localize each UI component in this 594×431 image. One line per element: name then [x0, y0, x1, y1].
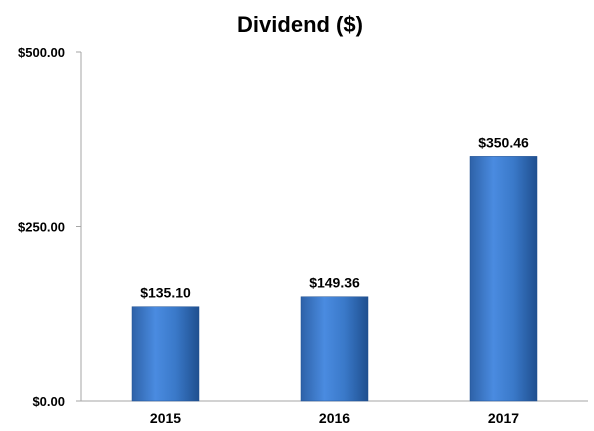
bar-series [131, 156, 538, 402]
data-label-2016: $149.36 [309, 275, 360, 291]
bar-2016 [300, 296, 369, 402]
data-label-2017: $350.46 [478, 134, 529, 150]
data-labels: $135.10 $149.36 $350.46 [140, 134, 529, 300]
y-tick-label: $500.00 [18, 45, 65, 60]
y-axis-ticks: $0.00 $250.00 $500.00 [18, 45, 81, 409]
category-label-2015: 2015 [150, 410, 181, 426]
category-label-2017: 2017 [488, 410, 519, 426]
bar-2015 [131, 306, 200, 402]
y-tick-label: $0.00 [32, 394, 65, 409]
data-label-2015: $135.10 [140, 285, 191, 301]
category-labels: 2015 2016 2017 [150, 410, 519, 426]
y-tick-label: $250.00 [18, 220, 65, 235]
category-label-2016: 2016 [319, 410, 350, 426]
chart-title: Dividend ($) [237, 12, 363, 37]
bar-2017 [469, 156, 538, 402]
